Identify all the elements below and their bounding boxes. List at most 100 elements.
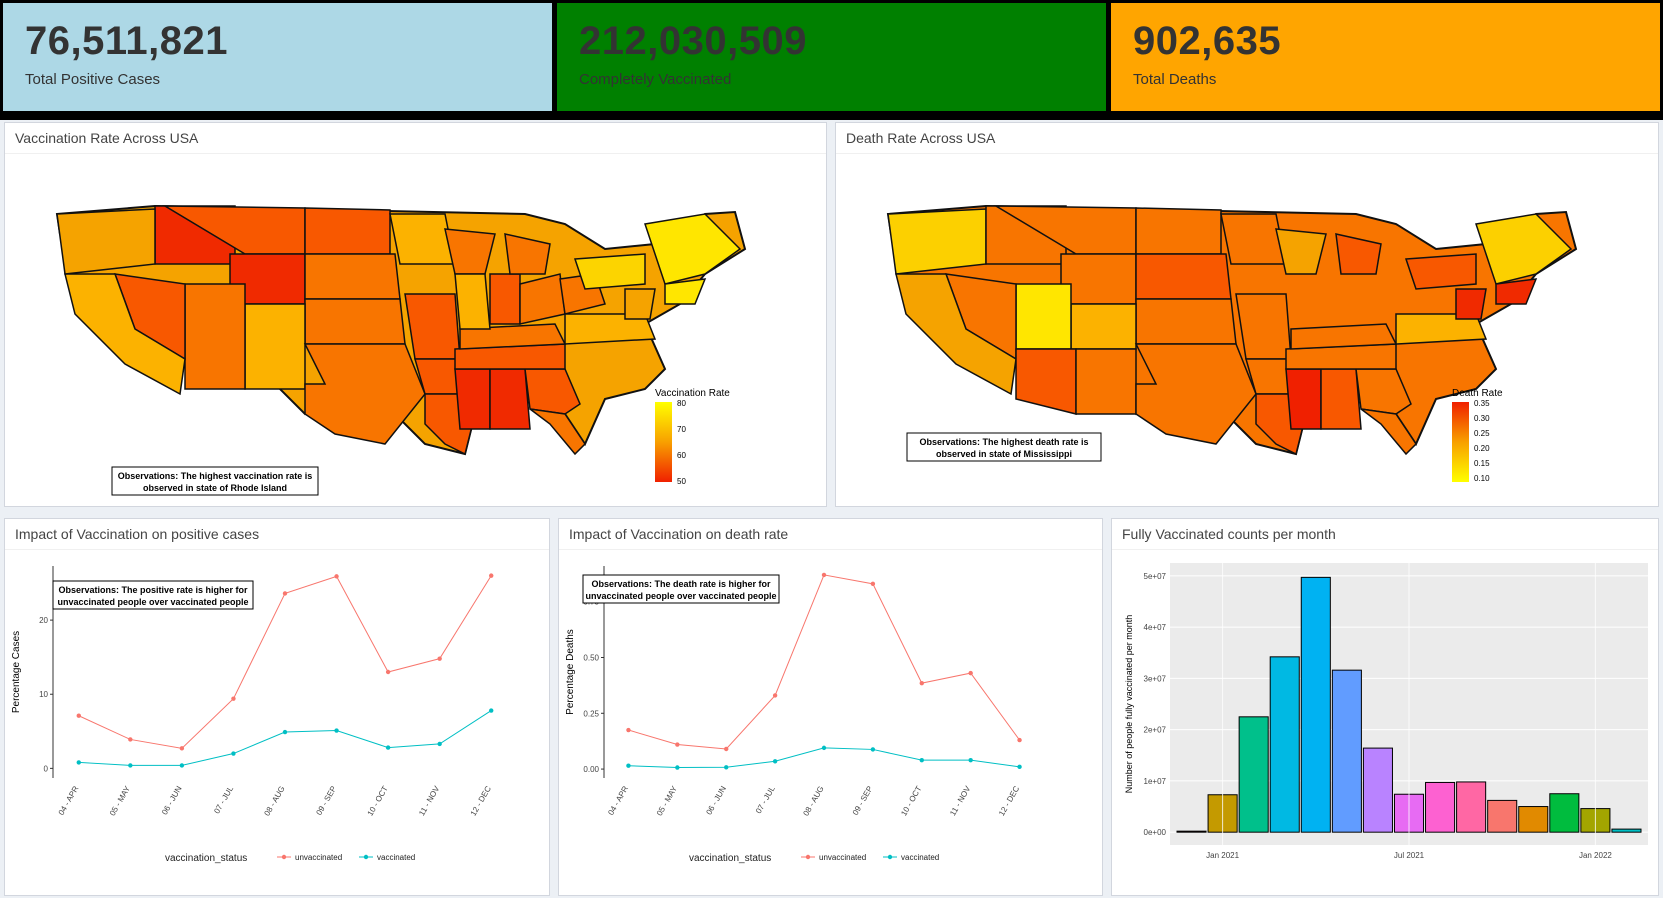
cases-line-title: Impact of Vaccination on positive cases xyxy=(5,519,549,550)
death-map: Death Rate 0.35 0.30 0.25 0.20 0.15 0.10… xyxy=(886,204,1578,483)
x-tick-label: 10 - OCT xyxy=(899,784,923,817)
usa-map-death xyxy=(886,204,1578,456)
completely-vaccinated-box: 212,030,509 Completely Vaccinated xyxy=(557,3,1106,111)
data-point-vaccinated xyxy=(128,763,133,768)
death-legend-tick: 0.10 xyxy=(1474,474,1490,483)
observation-line2: unvaccinated people over vaccinated peop… xyxy=(57,597,248,607)
data-point-unvaccinated xyxy=(128,737,133,742)
total-positive-cases-box: 76,511,821 Total Positive Cases xyxy=(3,3,552,111)
x-tick-label: 10 - OCT xyxy=(366,784,390,817)
y-tick-label: 0.50 xyxy=(583,653,599,662)
vaccination-legend-tick: 70 xyxy=(677,425,686,434)
x-tick-label: Jul 2021 xyxy=(1394,851,1425,860)
vaccination-legend-title: Vaccination Rate xyxy=(655,388,730,399)
data-point-vaccinated xyxy=(489,708,494,713)
death-observation-line1: Observations: The highest death rate is xyxy=(919,437,1088,447)
legend-label-unvaccinated: unvaccinated xyxy=(295,853,342,862)
x-tick-label: 11 - NOV xyxy=(948,784,973,817)
y-tick-label: 4e+07 xyxy=(1144,623,1167,632)
completely-vaccinated-value: 212,030,509 xyxy=(579,19,807,63)
data-point-vaccinated xyxy=(968,757,973,763)
death-legend-tick: 0.30 xyxy=(1474,414,1490,423)
data-point-vaccinated xyxy=(821,745,827,751)
x-tick-label: 07 - JUL xyxy=(754,784,777,815)
vaccination-observation-line2: observed in state of Rhode Island xyxy=(143,483,287,493)
data-point-unvaccinated xyxy=(76,713,81,718)
x-tick-label: 09 - SEP xyxy=(851,785,875,817)
data-point-unvaccinated xyxy=(968,670,973,676)
death-legend-tick: 0.20 xyxy=(1474,444,1490,453)
vaccination-map-title: Vaccination Rate Across USA xyxy=(5,123,826,154)
data-point-unvaccinated xyxy=(282,591,288,596)
death-map-title: Death Rate Across USA xyxy=(836,123,1658,154)
legend-title: vaccination_status xyxy=(165,853,247,864)
legend-key-point xyxy=(805,854,811,860)
total-positive-cases-label: Total Positive Cases xyxy=(25,71,161,88)
vaccination-observation-line1: Observations: The highest vaccination ra… xyxy=(118,471,313,481)
x-tick-label: 06 - JUN xyxy=(704,784,728,816)
data-point-unvaccinated xyxy=(231,696,236,701)
vaccination-map-panel: Vaccination Rate Across USA xyxy=(4,122,827,507)
total-positive-cases-value: 76,511,821 xyxy=(25,19,228,63)
data-point-unvaccinated xyxy=(489,573,494,578)
data-point-vaccinated xyxy=(437,741,442,747)
vaccination-legend-tick: 60 xyxy=(677,451,686,460)
bar-2021-11 xyxy=(1518,806,1549,833)
data-point-vaccinated xyxy=(282,729,288,735)
data-point-unvaccinated xyxy=(772,693,778,698)
series-line-vaccinated xyxy=(78,710,492,766)
data-point-unvaccinated xyxy=(1017,737,1022,743)
x-tick-label: Jan 2022 xyxy=(1579,851,1612,860)
death-legend-tick: 0.25 xyxy=(1474,429,1490,438)
series-line-vaccinated xyxy=(628,747,1020,769)
data-point-unvaccinated xyxy=(675,742,680,747)
data-point-vaccinated xyxy=(179,763,185,768)
observation-box xyxy=(582,574,780,604)
y-tick-label: 10 xyxy=(39,690,48,699)
death-line-panel: Impact of Vaccination on death rate Perc… xyxy=(558,518,1103,896)
data-point-unvaccinated xyxy=(919,680,924,686)
bar-2021-12 xyxy=(1549,793,1580,833)
x-tick-label: 07 - JUL xyxy=(212,784,235,815)
data-point-vaccinated xyxy=(675,765,680,770)
death-legend-tick: 0.15 xyxy=(1474,459,1490,468)
observation-box xyxy=(52,580,254,610)
x-tick-label: 08 - AUG xyxy=(262,785,286,818)
legend-key-point xyxy=(887,854,893,860)
y-tick-label: 0.25 xyxy=(583,709,599,718)
data-point-vaccinated xyxy=(1017,764,1022,770)
monthly-bar-chart: 0e+00 1e+07 2e+07 3e+07 4e+07 5e+07 Jan 2021 Ju… xyxy=(1124,563,1648,860)
data-point-vaccinated xyxy=(76,760,81,765)
legend-label-vaccinated: vaccinated xyxy=(901,853,939,862)
y-axis-label: Percentage Cases xyxy=(11,631,22,713)
y-tick-label: 0.00 xyxy=(583,765,599,774)
x-tick-label: 04 - APR xyxy=(606,784,630,816)
legend-key-point xyxy=(363,854,369,860)
x-tick-label: Jan 2021 xyxy=(1206,851,1239,860)
y-tick-label: 0e+00 xyxy=(1144,828,1167,837)
total-deaths-value: 902,635 xyxy=(1133,19,1282,63)
data-point-vaccinated xyxy=(385,745,391,750)
vaccination-legend: Vaccination Rate 80 70 60 50 xyxy=(655,388,730,486)
legend-label-unvaccinated: unvaccinated xyxy=(819,853,866,862)
vaccination-legend-tick: 80 xyxy=(677,399,686,408)
data-point-vaccinated xyxy=(626,763,631,768)
data-point-unvaccinated xyxy=(821,572,827,578)
total-deaths-box: 902,635 Total Deaths xyxy=(1111,3,1660,111)
usa-map-vaccination xyxy=(55,204,747,456)
data-point-vaccinated xyxy=(919,757,924,763)
y-tick-label: 2e+07 xyxy=(1144,726,1167,735)
data-point-vaccinated xyxy=(231,751,236,756)
bar-2021-02 xyxy=(1238,716,1269,833)
y-tick-label: 3e+07 xyxy=(1144,674,1167,683)
observation-line1: Observations: The positive rate is highe… xyxy=(58,585,248,595)
monthly-bar-panel: Fully Vaccinated counts per month 0e+00 1… xyxy=(1111,518,1659,896)
y-axis-label: Percentage Deaths xyxy=(565,629,576,715)
bar-2020-12 xyxy=(1176,830,1207,833)
bar-2021-09 xyxy=(1456,781,1487,833)
data-point-unvaccinated xyxy=(870,581,876,587)
legend-key-point xyxy=(281,854,287,860)
death-legend: Death Rate 0.35 0.30 0.25 0.20 0.15 0.10 xyxy=(1452,388,1503,483)
